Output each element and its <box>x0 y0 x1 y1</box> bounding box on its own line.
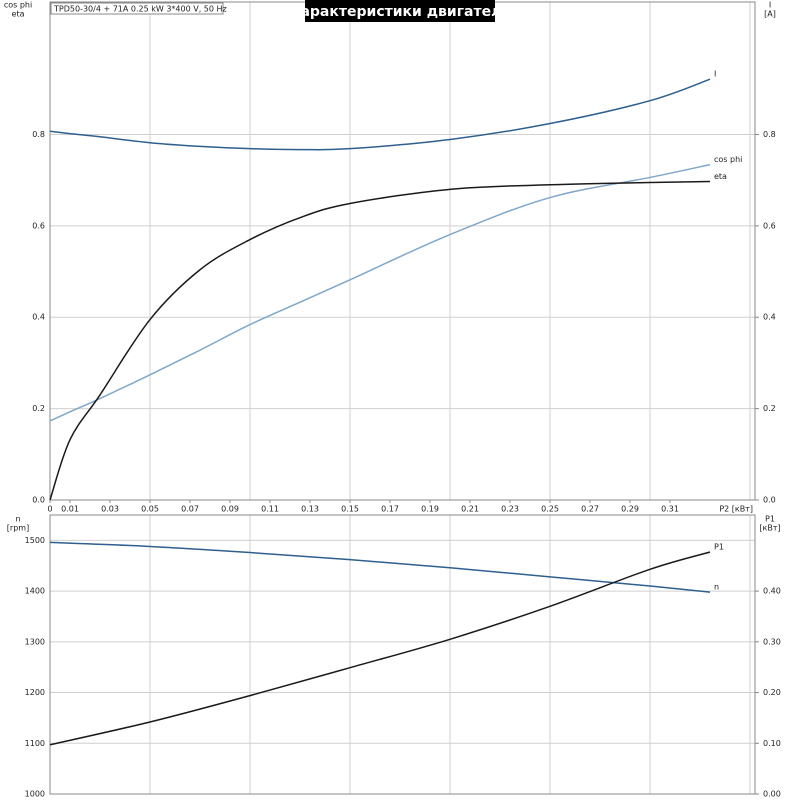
series-label: I <box>714 70 716 79</box>
x-tick-label: 0 <box>47 505 52 514</box>
series-line <box>49 78 711 151</box>
series-line <box>49 541 711 593</box>
y2-tick-label: 0.8 <box>763 130 776 139</box>
y2-tick-label: 0.00 <box>763 790 781 799</box>
x-tick-label: 0.25 <box>541 505 559 514</box>
x-tick-label: 0.03 <box>101 505 119 514</box>
x-tick-label: 0.15 <box>341 505 359 514</box>
series-line <box>49 163 711 422</box>
y-tick-label: 1200 <box>25 688 45 697</box>
y-tick-label: 0.8 <box>32 130 45 139</box>
y-tick-label: 1500 <box>25 536 45 545</box>
x-tick-label: 0.13 <box>301 505 319 514</box>
y-tick-label: 1100 <box>25 739 45 748</box>
y2-axis-label: [кВт] <box>759 524 780 533</box>
y-tick-label: 1000 <box>25 790 45 799</box>
y-tick-label: 0.6 <box>32 221 45 230</box>
title-box <box>305 0 495 22</box>
chart-title: Характеристики двигателя <box>290 4 511 20</box>
x-tick-label: 0.27 <box>581 505 599 514</box>
y2-tick-label: 0.10 <box>763 739 781 748</box>
subtitle: TPD50-30/4 + 71A 0.25 kW 3*400 V, 50 Hz <box>53 5 227 14</box>
y-axis-label: [rpm] <box>7 524 29 533</box>
y2-axis-label: P1 <box>765 515 775 524</box>
x-tick-label: 0.01 <box>61 505 79 514</box>
y-axis-label: n <box>15 515 20 524</box>
y2-tick-label: 0.0 <box>763 496 776 505</box>
y-tick-label: 0.4 <box>32 313 45 322</box>
y-tick-label: 1300 <box>25 637 45 646</box>
x-tick-label: 0.19 <box>421 505 439 514</box>
plot-frame <box>49 514 756 795</box>
y2-tick-label: 0.4 <box>763 313 776 322</box>
y-axis-label: cos phi <box>4 1 32 10</box>
series-label: P1 <box>714 543 724 552</box>
x-tick-label: 0.05 <box>141 505 159 514</box>
y-axis-label: eta <box>12 10 25 19</box>
series-label: cos phi <box>714 155 742 164</box>
series-line <box>49 551 711 746</box>
plot-frame <box>49 1 756 501</box>
subtitle-box <box>50 2 224 15</box>
y2-axis-label: I <box>769 1 771 10</box>
x-axis-label: P2 [кВт] <box>719 505 753 514</box>
y2-tick-label: 0.20 <box>763 688 781 697</box>
y-tick-label: 1400 <box>25 587 45 596</box>
y2-axis-label: [A] <box>764 10 776 19</box>
x-tick-label: 0.11 <box>261 505 279 514</box>
x-tick-label: 0.29 <box>621 505 639 514</box>
series-label: n <box>714 583 719 592</box>
y2-tick-label: 0.30 <box>763 637 781 646</box>
x-tick-label: 0.07 <box>181 505 199 514</box>
y-tick-label: 0.0 <box>32 496 45 505</box>
x-tick-label: 0.09 <box>221 505 239 514</box>
x-tick-label: 0.23 <box>501 505 519 514</box>
x-tick-label: 0.21 <box>461 505 479 514</box>
y2-tick-label: 0.6 <box>763 221 776 230</box>
series-line <box>49 180 711 501</box>
x-tick-label: 0.17 <box>381 505 399 514</box>
y2-tick-label: 0.2 <box>763 404 776 413</box>
x-tick-label: 0.31 <box>661 505 679 514</box>
y2-tick-label: 0.40 <box>763 587 781 596</box>
y-tick-label: 0.2 <box>32 404 45 413</box>
series-label: eta <box>714 172 727 181</box>
